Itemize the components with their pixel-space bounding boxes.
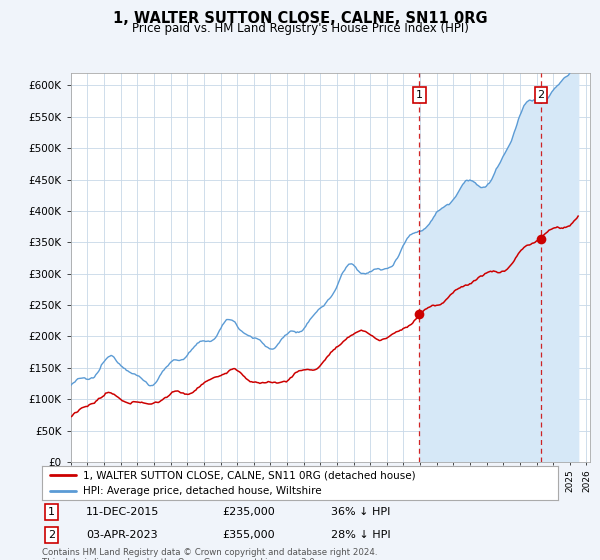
Text: £355,000: £355,000 (223, 530, 275, 540)
Text: 2: 2 (538, 90, 545, 100)
Text: HPI: Average price, detached house, Wiltshire: HPI: Average price, detached house, Wilt… (83, 486, 322, 496)
Text: £235,000: £235,000 (223, 507, 275, 517)
Text: 28% ↓ HPI: 28% ↓ HPI (331, 530, 391, 540)
Text: Contains HM Land Registry data © Crown copyright and database right 2024.
This d: Contains HM Land Registry data © Crown c… (42, 548, 377, 560)
Text: 03-APR-2023: 03-APR-2023 (86, 530, 157, 540)
Text: 1, WALTER SUTTON CLOSE, CALNE, SN11 0RG (detached house): 1, WALTER SUTTON CLOSE, CALNE, SN11 0RG … (83, 470, 416, 480)
Text: 1: 1 (416, 90, 423, 100)
Text: 1, WALTER SUTTON CLOSE, CALNE, SN11 0RG: 1, WALTER SUTTON CLOSE, CALNE, SN11 0RG (113, 11, 487, 26)
Text: 11-DEC-2015: 11-DEC-2015 (86, 507, 159, 517)
Text: 2: 2 (48, 530, 55, 540)
Text: 1: 1 (48, 507, 55, 517)
Text: Price paid vs. HM Land Registry's House Price Index (HPI): Price paid vs. HM Land Registry's House … (131, 22, 469, 35)
Text: 36% ↓ HPI: 36% ↓ HPI (331, 507, 391, 517)
